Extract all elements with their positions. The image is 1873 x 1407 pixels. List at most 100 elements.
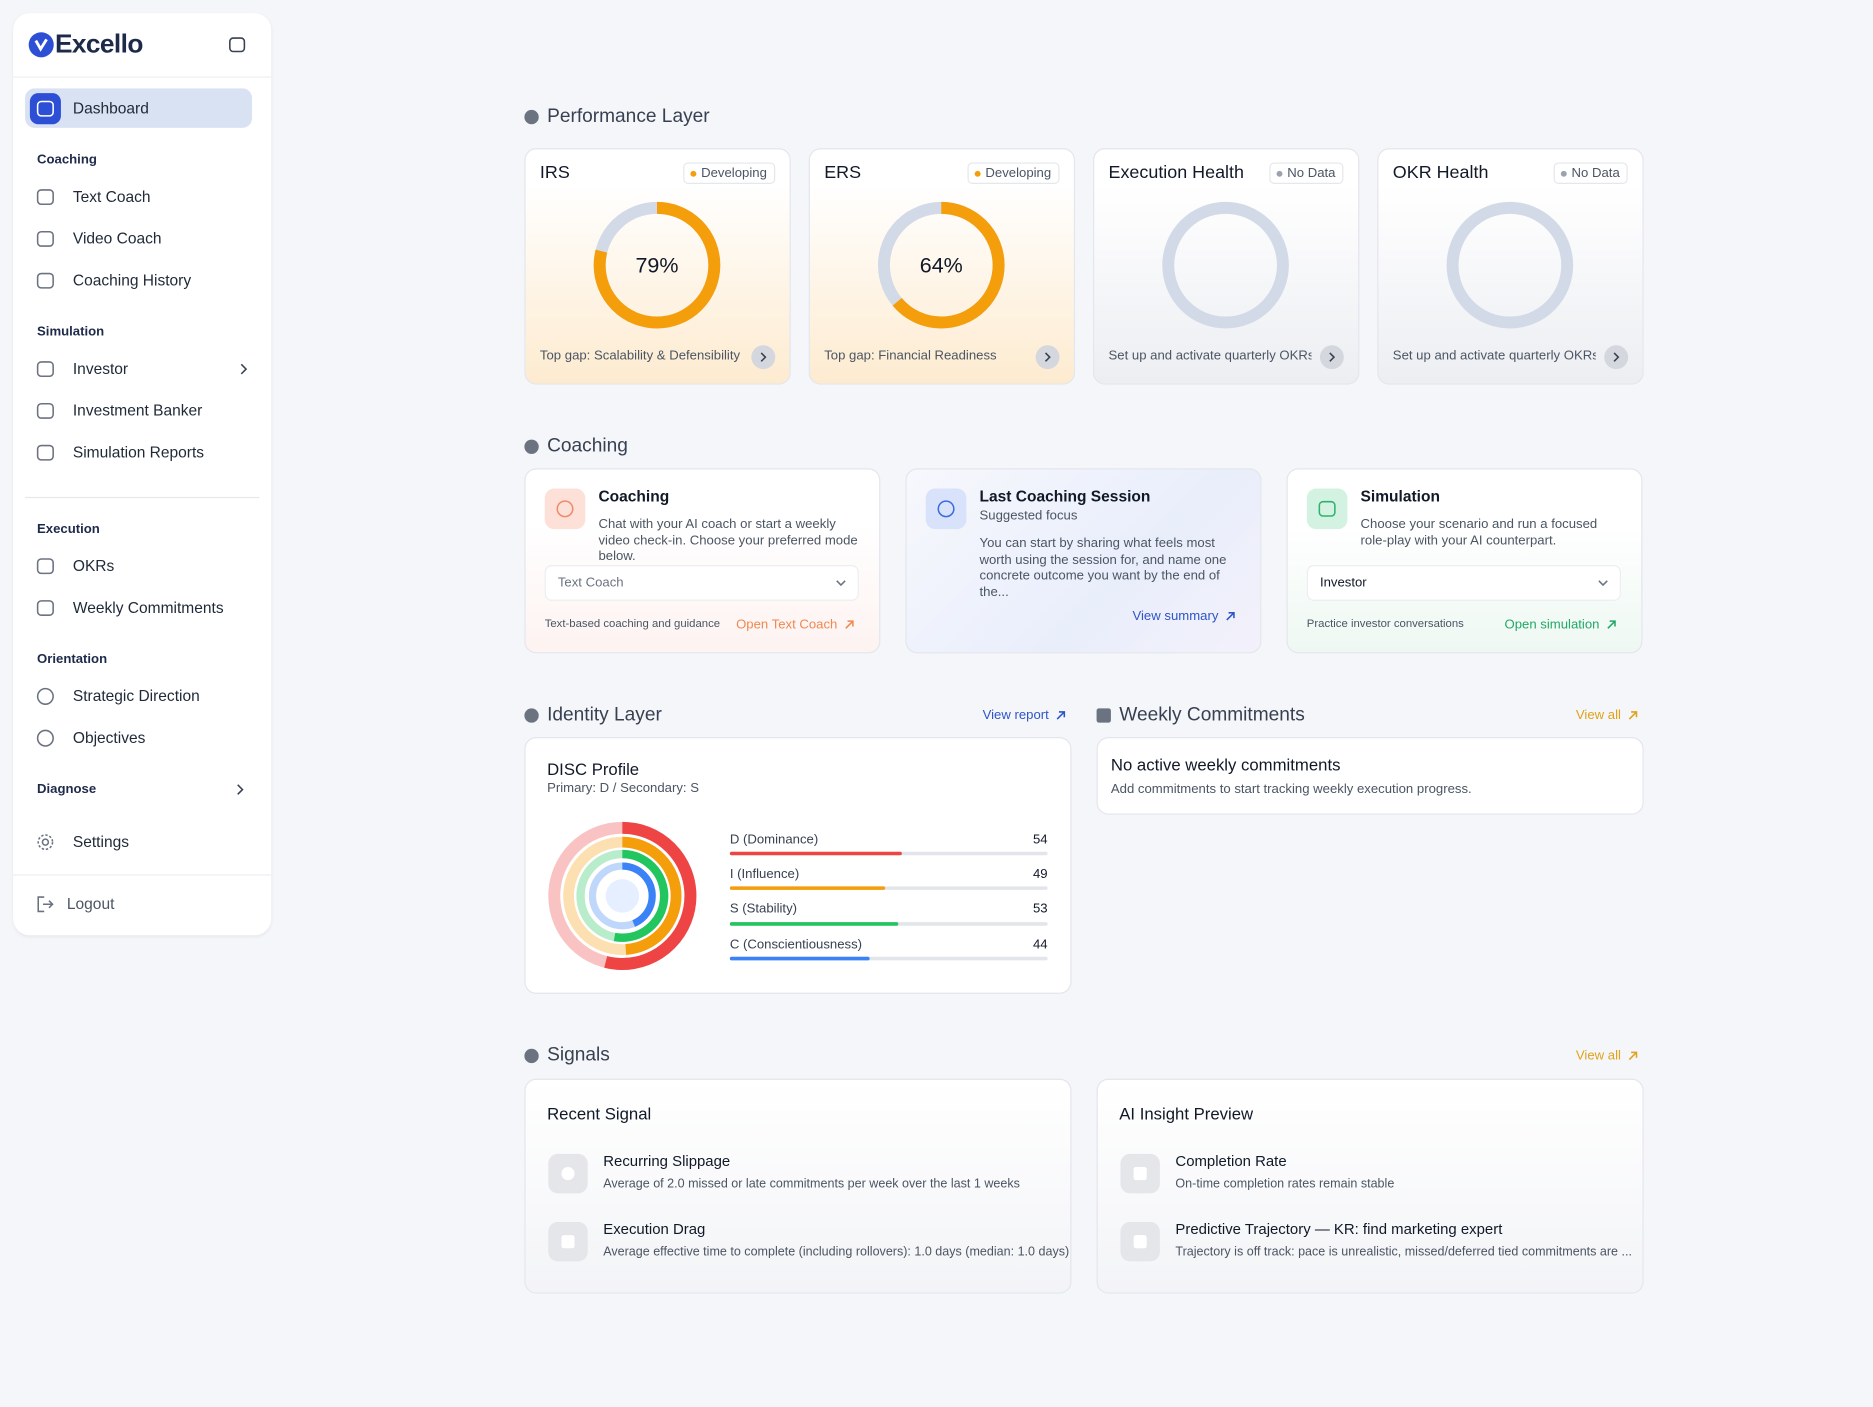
ring-arc	[593, 201, 721, 329]
nav-item[interactable]: Video Coach	[72, 228, 162, 247]
nav-item[interactable]: Text Coach	[72, 186, 151, 205]
icon	[556, 500, 574, 518]
sidebar	[13, 13, 272, 936]
metric-footer: Top gap: Scalability & Defensibility	[539, 348, 741, 363]
icon	[1607, 620, 1616, 629]
card-link[interactable]: Open simulation	[1504, 617, 1600, 632]
metric-footer: Top gap: Financial Readiness	[824, 348, 997, 363]
icon-shape	[36, 272, 54, 289]
arrow-button[interactable]	[1319, 345, 1344, 370]
divider	[13, 874, 272, 876]
card-title: Last Coaching Session	[979, 486, 1151, 505]
section-icon	[1096, 708, 1111, 723]
icon-shape	[36, 230, 54, 247]
status-badge: No Data	[1269, 162, 1344, 184]
disc-title: DISC Profile	[547, 759, 640, 779]
nav-item[interactable]: Settings	[72, 832, 129, 850]
gauge-label: 79%	[635, 253, 679, 278]
metric-name: OKR Health	[1392, 162, 1489, 184]
status-text: No Data	[1287, 166, 1336, 181]
arrow-button[interactable]	[1035, 345, 1060, 370]
nav-item[interactable]: Investment Banker	[72, 400, 203, 419]
icon-shape	[556, 500, 574, 518]
nav-item-active[interactable]	[25, 88, 253, 128]
metric-name: Execution Health	[1108, 162, 1244, 184]
icon	[36, 100, 54, 117]
signal-text: Average effective time to complete (incl…	[603, 1244, 1070, 1260]
select-value[interactable]: Text Coach	[557, 575, 624, 590]
card-title: Simulation	[1360, 486, 1440, 505]
nav-item[interactable]: Coaching History	[72, 270, 192, 289]
icon	[36, 444, 54, 461]
icon	[1598, 580, 1608, 587]
nav-item[interactable]: Investor	[72, 359, 129, 377]
nav-item[interactable]: OKRs	[72, 556, 115, 575]
icon-shape	[36, 444, 54, 461]
nav-item[interactable]: Weekly Commitments	[72, 597, 224, 616]
trait-value: 53	[1032, 902, 1048, 917]
signal-card	[524, 1078, 1072, 1294]
card-note: Practice investor conversations	[1306, 617, 1464, 631]
icon-shape	[36, 189, 54, 206]
arrow-button[interactable]	[751, 345, 776, 370]
empty-title: No active weekly commitments	[1110, 754, 1341, 774]
gauge	[593, 201, 721, 329]
nav-item[interactable]: Objectives	[72, 728, 146, 747]
icon-shape	[36, 600, 54, 616]
report-link[interactable]: View report	[982, 708, 1049, 723]
section-icon	[524, 109, 539, 125]
weekly-card	[1096, 737, 1644, 815]
card-link[interactable]: Open Text Coach	[736, 617, 838, 632]
disc-card	[524, 737, 1072, 994]
logo-mark	[28, 32, 54, 58]
icon	[36, 189, 54, 206]
view-all-link[interactable]: View all	[1575, 1048, 1621, 1063]
logout-button[interactable]: Logout	[66, 894, 115, 913]
section-title: Performance Layer	[547, 105, 710, 127]
icon-shape	[1056, 711, 1066, 720]
nav-heading: Orientation	[37, 652, 108, 667]
metric-card	[524, 148, 791, 385]
status-badge: No Data	[1553, 162, 1629, 184]
signal-glyph	[1133, 1167, 1147, 1181]
nav-label[interactable]: Dashboard	[72, 98, 149, 117]
icon	[937, 500, 955, 518]
status-badge: Developing	[967, 162, 1060, 184]
gauge	[1446, 201, 1574, 329]
card-link[interactable]: View summary	[1132, 609, 1219, 624]
icon	[36, 361, 54, 378]
metric-card	[808, 148, 1076, 385]
arrow-button[interactable]	[1604, 345, 1629, 370]
section-icon	[524, 1048, 539, 1064]
status-dot	[1276, 170, 1283, 177]
gauge-label: 64%	[919, 253, 963, 278]
nav-heading[interactable]: Diagnose	[37, 782, 97, 797]
nav-heading: Coaching	[37, 152, 97, 168]
disc-subtitle: Primary: D / Secondary: S	[547, 781, 699, 796]
icon-shape	[836, 580, 846, 587]
ring-arc	[588, 862, 656, 930]
icon-shape	[1044, 352, 1051, 362]
view-all-link[interactable]: View all	[1575, 708, 1621, 723]
signal-glyph	[561, 1235, 575, 1249]
select[interactable]	[1306, 565, 1621, 601]
nav-item[interactable]: Simulation Reports	[72, 442, 205, 461]
icon	[240, 363, 248, 375]
icon-shape	[1318, 500, 1336, 517]
bar-fill	[729, 956, 870, 961]
bar-fill	[729, 921, 899, 926]
nav-item[interactable]: Strategic Direction	[72, 686, 200, 705]
nav-icon-active	[29, 93, 61, 125]
icon-shape	[845, 620, 854, 629]
select[interactable]	[544, 565, 859, 601]
select-value[interactable]: Investor	[1319, 575, 1367, 590]
signal-title: Execution Drag	[603, 1220, 706, 1238]
icon[interactable]	[228, 36, 246, 54]
card-icon	[544, 488, 586, 530]
signal-text: On-time completion rates remain stable	[1175, 1176, 1395, 1192]
status-text: No Data	[1571, 166, 1620, 181]
card-title: Recent Signal	[547, 1103, 652, 1123]
icon	[1318, 500, 1336, 517]
bar-fill	[729, 886, 886, 891]
